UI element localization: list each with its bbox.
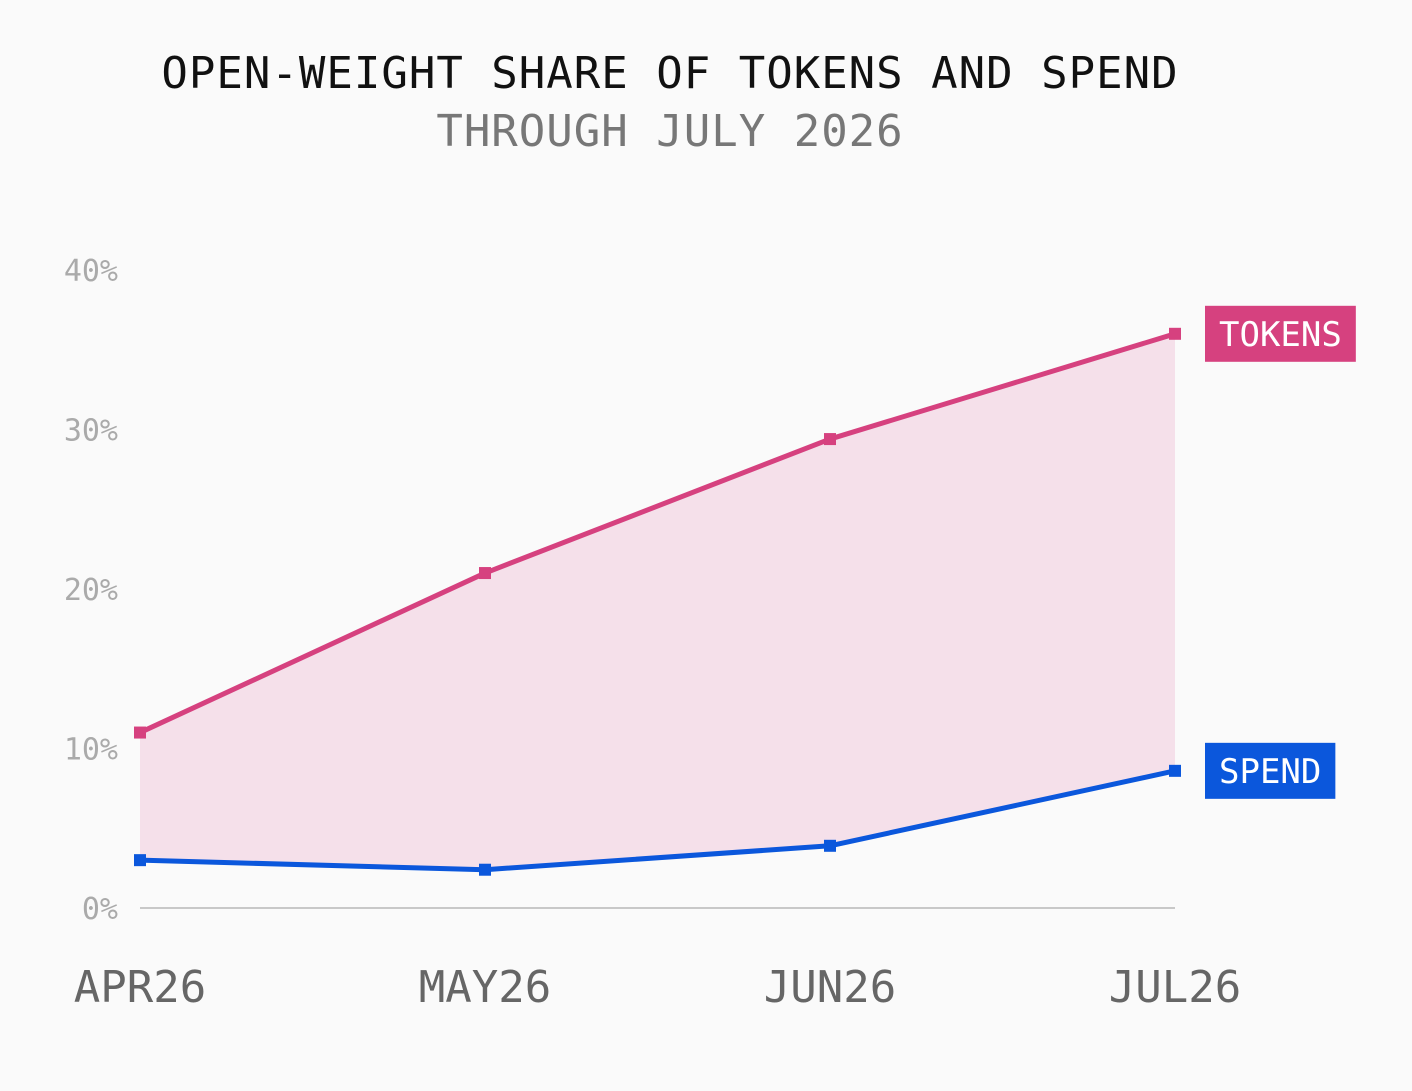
series-label-spend: SPEND	[1219, 752, 1321, 792]
y-tick-label: 40%	[64, 254, 118, 289]
y-tick-label: 0%	[82, 892, 118, 927]
data-point-spend	[824, 839, 836, 852]
chart-title: OPEN-WEIGHT SHARE OF TOKENS AND SPEND	[161, 48, 1179, 99]
series-line-tokens	[138, 331, 1176, 735]
y-tick-label: 20%	[64, 573, 118, 608]
chart-subtitle: THROUGH JULY 2026	[436, 106, 904, 157]
x-tick-label: JUN26	[764, 962, 896, 1013]
x-tick-label: JUL26	[1109, 962, 1241, 1013]
series-line-spend	[139, 768, 1176, 873]
series-label-box-spend	[1205, 742, 1336, 799]
x-tick-label: MAY26	[419, 962, 551, 1013]
y-tick-label: 10%	[64, 733, 118, 768]
data-point-tokens	[479, 567, 491, 580]
x-tick-label: APR26	[74, 962, 206, 1013]
series-label-box-tokens	[1205, 305, 1356, 362]
data-point-tokens	[824, 433, 836, 446]
fill-between-area	[140, 333, 1175, 870]
data-point-tokens	[1169, 327, 1181, 340]
series-label-tokens: TOKENS	[1219, 315, 1342, 355]
data-point-tokens	[134, 726, 146, 739]
data-point-spend	[1169, 764, 1181, 777]
data-point-spend	[479, 863, 491, 876]
data-point-spend	[134, 854, 146, 867]
y-tick-label: 30%	[64, 414, 118, 449]
